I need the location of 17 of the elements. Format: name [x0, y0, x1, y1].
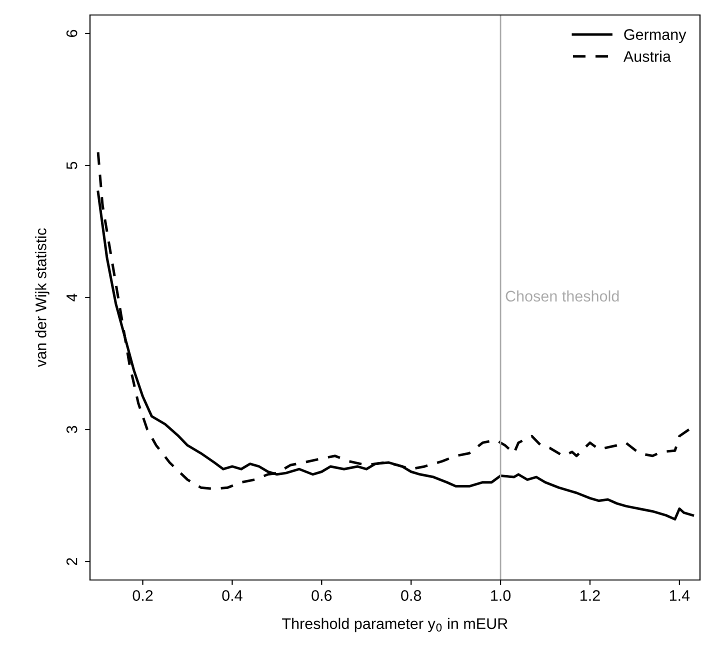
y-tick-label: 5 — [66, 162, 78, 170]
y-tick-label: 4 — [66, 294, 78, 302]
x-tick-label: 0.8 — [401, 590, 422, 601]
x-axis-title: Threshold parameter y$_{0}$ in mEUR — [282, 618, 508, 632]
ref-line-label: Chosen theshold — [506, 290, 619, 302]
y-tick-label: 2 — [66, 558, 78, 565]
x-tick-label: 0.4 — [222, 590, 242, 601]
x-tick-label: 1.2 — [580, 590, 600, 601]
legend-label: Germany — [624, 29, 686, 43]
x-tick-label: 0.6 — [312, 590, 332, 601]
legend-label: Austria — [623, 50, 671, 62]
x-tick-label: 1.0 — [491, 590, 511, 601]
y-tick-label: 6 — [66, 30, 78, 37]
y-tick-label: 3 — [66, 426, 78, 434]
y-axis-title: van der Wijk statistic — [35, 228, 50, 368]
x-tick-label: 1.4 — [670, 590, 690, 601]
x-tick-label: 0.2 — [132, 590, 153, 601]
